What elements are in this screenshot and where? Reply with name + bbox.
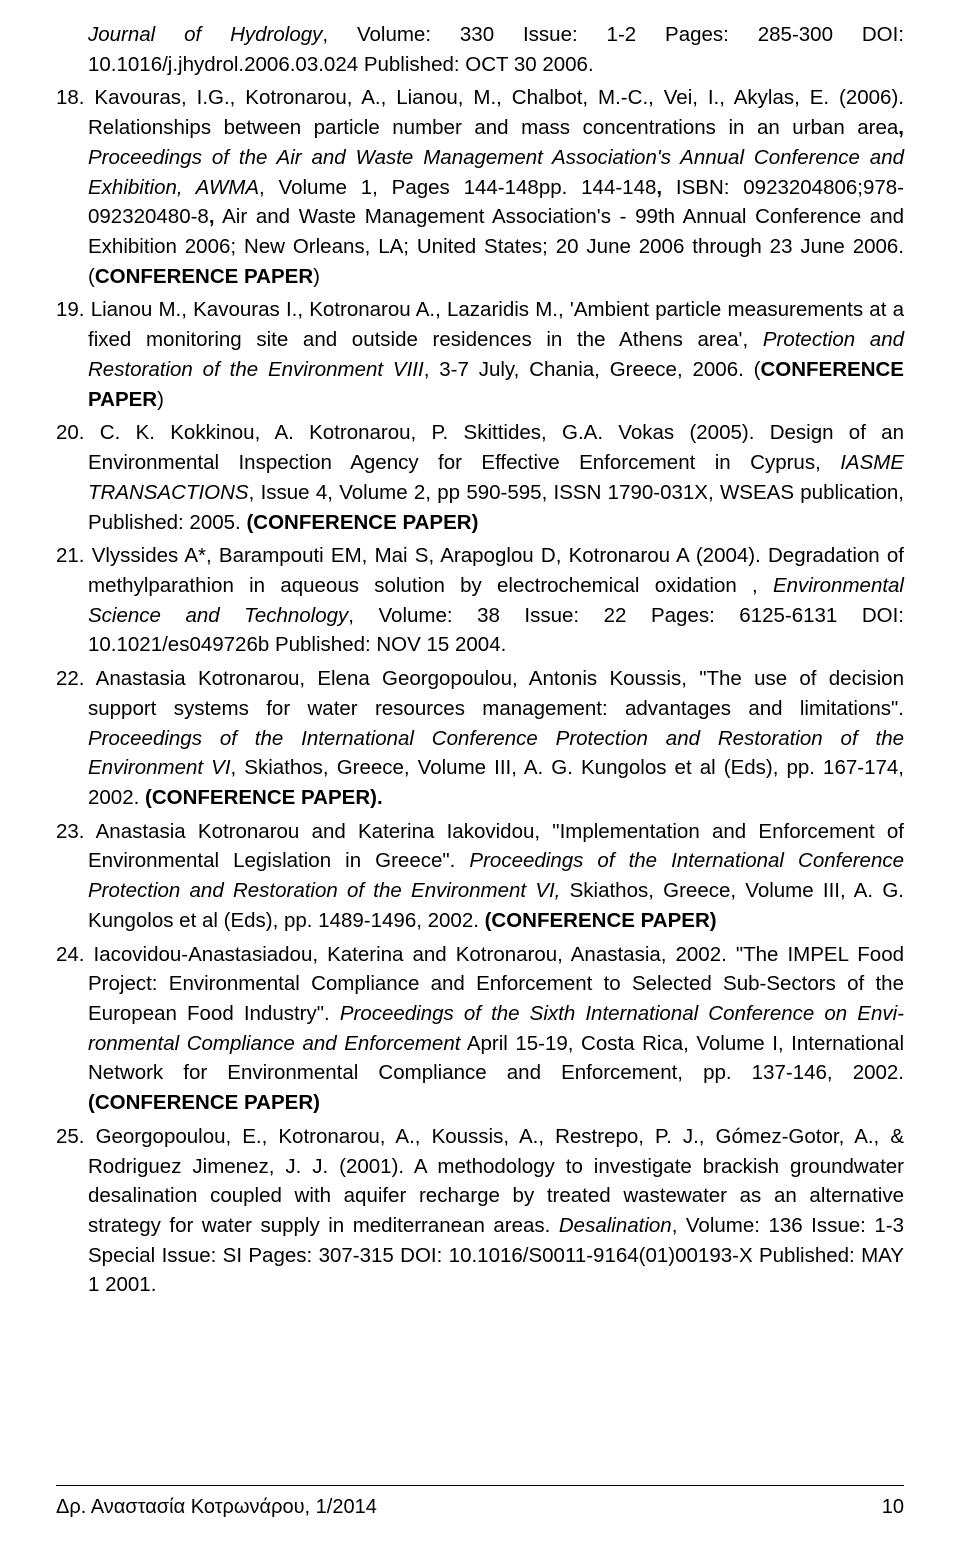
ref-item-24: 24. Iacovidou-Anastasiadou, Katerina and… xyxy=(56,940,904,1118)
item-number: 18. xyxy=(56,86,85,109)
page: Journal of Hydrology, Volume: 330 Issue:… xyxy=(0,0,960,1557)
item-text: Georgopoulou, E., Kotronarou, A., Koussi… xyxy=(88,1125,904,1297)
item-number: 20. xyxy=(56,421,85,444)
item-number: 19. xyxy=(56,298,85,321)
item-number: 24. xyxy=(56,943,85,966)
ref-item-22: 22. Anastasia Kotronarou, Elena Georgopo… xyxy=(56,664,904,813)
item-text: Vlyssides A*, Barampouti EM, Mai S, Arap… xyxy=(88,544,904,656)
item-number: 21. xyxy=(56,544,85,567)
ref-item-21: 21. Vlyssides A*, Barampouti EM, Mai S, … xyxy=(56,541,904,660)
ref-item-19: 19. Lianou M., Kavouras I., Kotronarou A… xyxy=(56,295,904,414)
continuation-entry: Journal of Hydrology, Volume: 330 Issue:… xyxy=(56,20,904,79)
item-number: 22. xyxy=(56,667,85,690)
item-text: Anastasia Kotronarou, Elena Georgopoulou… xyxy=(88,667,904,809)
footer-left: Δρ. Αναστασία Κοτρωνάρου, 1/2014 xyxy=(56,1496,377,1519)
ref-item-23: 23. Anastasia Kotronarou and Katerina Ia… xyxy=(56,817,904,936)
item-number: 23. xyxy=(56,820,85,843)
item-text: Anastasia Kotronarou and Katerina Iakovi… xyxy=(88,820,904,932)
item-text: Iacovidou-Anastasiadou, Katerina and Kot… xyxy=(88,943,904,1115)
footer-row: Δρ. Αναστασία Κοτρωνάρου, 1/2014 10 xyxy=(56,1496,904,1519)
footer-right: 10 xyxy=(882,1496,904,1519)
item-text: Kavouras, I.G., Kotronarou, A., Lianou, … xyxy=(88,86,904,287)
item-text: C. K. Kokkinou, A. Kotronarou, P. Skitti… xyxy=(88,421,904,533)
ref-item-20: 20. C. K. Kokkinou, A. Kotronarou, P. Sk… xyxy=(56,418,904,537)
ref-item-25: 25. Georgopoulou, E., Kotronarou, A., Ko… xyxy=(56,1122,904,1300)
ref-item-18: 18. Kavouras, I.G., Kotronarou, A., Lian… xyxy=(56,83,904,291)
item-text: Lianou M., Kavouras I., Kotronarou A., L… xyxy=(88,298,904,410)
page-footer: Δρ. Αναστασία Κοτρωνάρου, 1/2014 10 xyxy=(56,1485,904,1519)
item-number: 25. xyxy=(56,1125,85,1148)
